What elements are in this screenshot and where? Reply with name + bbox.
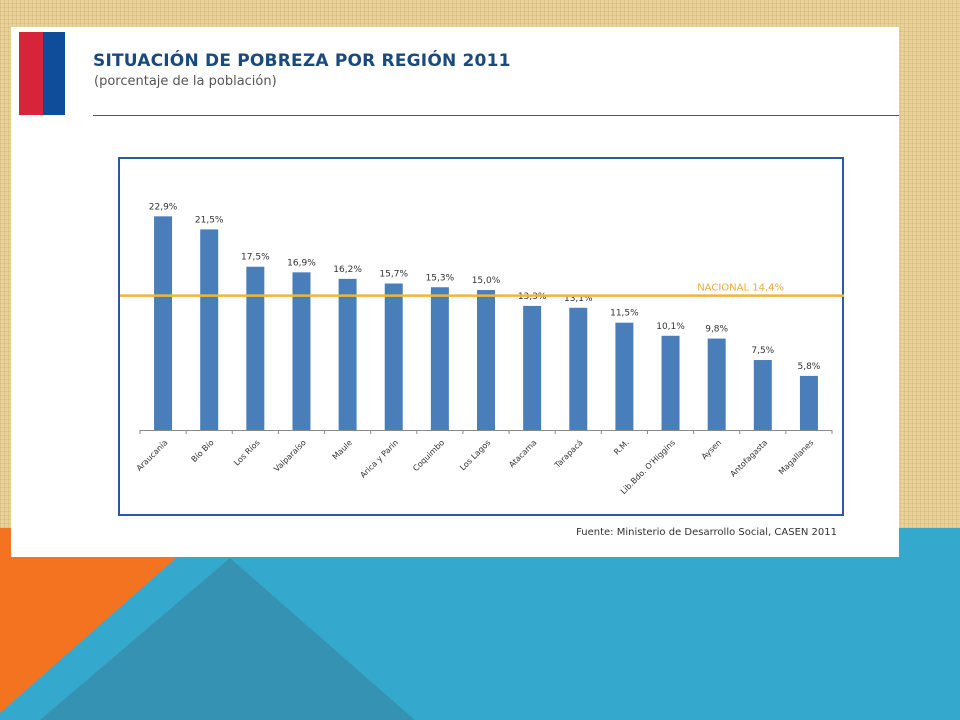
bar-11: [661, 335, 680, 430]
title-divider: [93, 115, 899, 116]
background-orange-triangle: [0, 528, 210, 713]
bar-8: [523, 305, 542, 430]
bars-layer: [154, 216, 818, 430]
x-tick-label-3: Valparaíso: [272, 438, 308, 474]
x-tick-label-2: Los Ríos: [232, 438, 262, 468]
bar-7: [477, 290, 495, 430]
slide-subtitle: (porcentaje de la población): [94, 74, 277, 89]
x-tick-label-5: Arica y Parin: [358, 438, 400, 480]
bar-12: [707, 338, 726, 430]
bar-value-label-12: 9,8%: [705, 325, 728, 335]
x-tick-label-9: Tarapacá: [552, 438, 585, 471]
background-dark-blue-triangle: [40, 558, 415, 720]
x-tick-label-0: Araucanía: [135, 438, 170, 473]
bar-2: [246, 266, 265, 430]
bar-value-label-10: 11,5%: [610, 309, 639, 319]
x-tick-label-14: Magallanes: [777, 438, 815, 476]
bar-value-label-8: 13,3%: [518, 292, 547, 302]
bar-value-label-1: 21,5%: [195, 215, 224, 225]
x-tick-label-12: Aysen: [700, 438, 723, 461]
bar-value-label-2: 17,5%: [241, 253, 270, 263]
bar-value-label-11: 10,1%: [656, 322, 685, 332]
flag-blue-stripe: [43, 32, 65, 115]
bar-10: [615, 322, 634, 430]
x-ticks-layer: Araucanía Bío Bío Los Ríos Valparaíso Maule A…: [135, 430, 833, 496]
bar-value-label-14: 5,8%: [797, 362, 820, 372]
bar-value-label-13: 7,5%: [751, 346, 774, 356]
x-tick-label-8: Atacama: [507, 438, 538, 469]
background-bottom-band: [0, 528, 960, 720]
bar-value-label-6: 15,3%: [426, 273, 455, 283]
bar-9: [569, 307, 588, 430]
bar-3: [292, 272, 311, 430]
source-note: Fuente: Ministerio de Desarrollo Social,…: [576, 527, 837, 538]
x-tick-label-7: Los Lagos: [458, 438, 492, 472]
background-shapes: [0, 528, 960, 720]
x-tick-label-1: Bío Bío: [190, 438, 216, 464]
x-tick-label-6: Coquimbo: [411, 438, 446, 473]
bar-14: [799, 375, 818, 430]
x-tick-label-13: Antofagasta: [729, 438, 770, 479]
bar-value-label-0: 22,9%: [149, 202, 178, 212]
slide-panel: SITUACIÓN DE POBREZA POR REGIÓN 2011 (po…: [11, 27, 899, 557]
value-labels-layer: 22,9% 21,5% 17,5% 16,9% 16,2% 15,7% 15,3% 15,0%…: [149, 202, 821, 372]
bar-1: [200, 229, 219, 430]
bar-value-label-5: 15,7%: [379, 270, 408, 280]
bar-value-label-7: 15,0%: [472, 276, 501, 286]
national-reference-label: NACIONAL 14,4%: [697, 283, 784, 294]
bar-5: [384, 283, 403, 430]
slide-title: SITUACIÓN DE POBREZA POR REGIÓN 2011: [93, 51, 511, 71]
flag-red-stripe: [19, 32, 43, 115]
bar-value-label-9: 13,1%: [564, 294, 593, 304]
bar-value-label-4: 16,2%: [333, 265, 362, 275]
poverty-bar-chart: 22,9% 21,5% 17,5% 16,9% 16,2% 15,7% 15,3% 15,0%…: [120, 202, 844, 496]
bar-0: [154, 216, 173, 430]
bar-6: [430, 287, 449, 430]
x-tick-label-4: Maule: [331, 438, 354, 461]
bar-13: [753, 360, 772, 430]
chart-frame: 22,9% 21,5% 17,5% 16,9% 16,2% 15,7% 15,3% 15,0%…: [118, 157, 844, 516]
x-tick-label-10: R.M.: [612, 438, 631, 457]
bar-value-label-3: 16,9%: [287, 258, 316, 268]
bar-4: [338, 278, 357, 430]
